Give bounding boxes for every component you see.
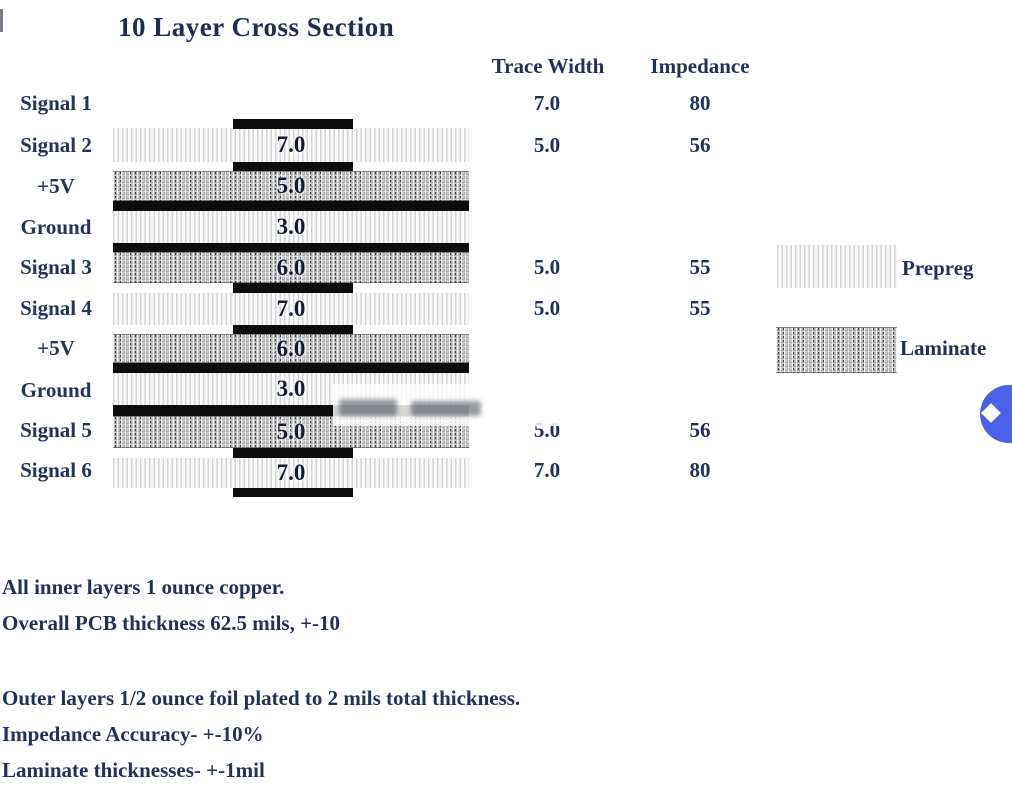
legend-label-laminate: Laminate [900, 336, 987, 360]
column-header-impedance: Impedance [650, 54, 750, 78]
legend-label-prepreg: Prepreg [902, 256, 974, 280]
dielectric-laminate-1: 5.0 [113, 171, 469, 201]
note-inner-layers: All inner layers 1 ounce copper. [2, 575, 285, 599]
dielectric-laminate-2: 6.0 [113, 252, 469, 283]
trace-width-signal-1: 7.0 [533, 91, 561, 115]
copper-plane-ground-bottom [113, 405, 469, 416]
copper-trace-signal-1 [233, 119, 353, 129]
note-laminate-thicknesses: Laminate thicknesses- +-1mil [2, 758, 265, 782]
thickness-value: 5.0 [276, 173, 306, 198]
trace-width-signal-4: 5.0 [533, 296, 561, 320]
thickness-value: 7.0 [276, 460, 306, 485]
page-title: 10 Layer Cross Section [118, 12, 395, 42]
impedance-signal-3: 55 [689, 255, 711, 279]
copper-plane-plus5v-top [113, 201, 469, 211]
thickness-value: 3.0 [276, 376, 306, 401]
thickness-value: 7.0 [276, 132, 306, 157]
copper-trace-signal-3 [233, 283, 353, 293]
copper-plane-ground-top [113, 243, 469, 252]
dielectric-prepreg-3: 7.0 [113, 293, 469, 325]
chevron-left-icon [981, 403, 1001, 423]
dielectric-laminate-3: 6.0 [113, 334, 469, 363]
copper-trace-signal-6 [233, 488, 353, 497]
note-pcb-thickness: Overall PCB thickness 62.5 mils, +-10 [2, 611, 341, 635]
impedance-signal-2: 56 [689, 133, 711, 157]
copper-trace-signal-2 [233, 162, 353, 171]
layer-label-signal-3: Signal 3 [20, 255, 92, 279]
watermark-smudge [339, 399, 397, 416]
thickness-value: 3.0 [276, 214, 306, 239]
thickness-value: 7.0 [276, 296, 306, 321]
dielectric-prepreg-2: 3.0 [113, 211, 469, 243]
copper-trace-signal-4 [233, 325, 353, 334]
watermark-smudge [411, 401, 481, 416]
thickness-value: 5.0 [276, 419, 306, 444]
layer-label-signal-6: Signal 6 [20, 458, 92, 482]
watermark-overlay [333, 384, 621, 426]
note-impedance-accuracy: Impedance Accuracy- +-10% [2, 722, 264, 746]
copper-plane-plus5v-bottom [113, 363, 469, 373]
layer-label-ground-bottom: Ground [20, 378, 92, 402]
edge-artifact [0, 9, 3, 32]
dielectric-prepreg-1: 7.0 [113, 128, 469, 162]
legend-swatch-prepreg [777, 245, 897, 288]
floating-action-button[interactable] [980, 385, 1012, 443]
layer-label-signal-4: Signal 4 [20, 296, 92, 320]
layer-label-plus5v-bottom: +5V [37, 336, 75, 360]
thickness-value: 6.0 [276, 335, 306, 361]
note-outer-layers: Outer layers 1/2 ounce foil plated to 2 … [2, 686, 521, 710]
column-header-trace-width: Trace Width [491, 54, 605, 78]
layer-label-signal-2: Signal 2 [20, 133, 92, 157]
thickness-value: 6.0 [276, 254, 306, 280]
impedance-signal-5: 56 [689, 418, 711, 442]
trace-width-signal-3: 5.0 [533, 255, 561, 279]
impedance-signal-6: 80 [689, 458, 711, 482]
impedance-signal-4: 55 [689, 296, 711, 320]
trace-width-signal-2: 5.0 [533, 133, 561, 157]
dielectric-prepreg-5: 7.0 [113, 458, 469, 488]
layer-label-plus5v-top: +5V [37, 174, 75, 198]
impedance-signal-1: 80 [689, 91, 711, 115]
legend-swatch-laminate [776, 327, 897, 373]
layer-label-ground-top: Ground [20, 215, 92, 239]
layer-label-signal-1: Signal 1 [20, 91, 92, 115]
layer-label-signal-5: Signal 5 [20, 418, 92, 442]
copper-trace-signal-5 [233, 448, 353, 458]
trace-width-signal-6: 7.0 [533, 458, 561, 482]
